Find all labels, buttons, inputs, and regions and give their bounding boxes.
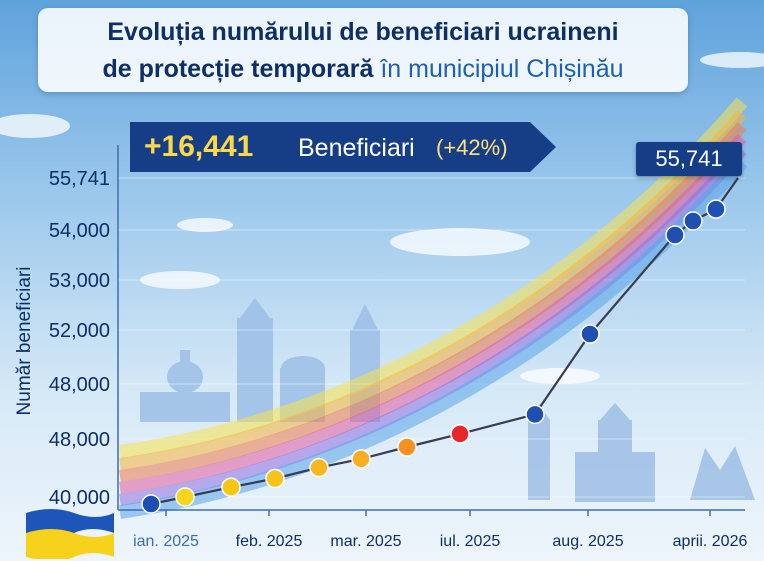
increase-banner: +16,441 Beneficiari (+42%) — [130, 122, 556, 172]
ribbon-band — [119, 134, 747, 494]
y-tick-label: 52,000 — [49, 320, 110, 342]
x-tick-labels: ian. 2025 feb. 2025 mar. 2025 iul. 2025 aug.… — [133, 510, 747, 550]
data-point — [221, 477, 241, 497]
chart-title-line2-bold: de protecție temporară — [102, 55, 374, 83]
data-point — [665, 225, 685, 245]
title-banner: Evoluția numărului de beneficiari ucrain… — [38, 8, 688, 92]
increase-percent: (+42%) — [436, 135, 508, 160]
ribbon-band — [119, 146, 747, 506]
x-tick-label: ian. 2025 — [133, 533, 199, 550]
y-tick-labels: 40,000 48,000 48,000 52,000 53,000 54,000 55,7… — [49, 168, 110, 509]
ribbon-band — [119, 97, 748, 459]
y-axis-label: Număr beneficiari — [14, 266, 35, 416]
y-tick-label: 54,000 — [49, 220, 110, 242]
ribbon-band — [119, 110, 747, 470]
x-tick-label: aprii. 2026 — [673, 533, 748, 550]
y-tick-label: 48,000 — [49, 429, 110, 451]
y-tick-label: 48,000 — [49, 374, 110, 396]
data-point — [265, 468, 285, 489]
x-tick-label: mar. 2025 — [330, 533, 401, 550]
data-point — [141, 494, 161, 514]
chart-title-line2: de protecție temporară în municipiul Chi… — [38, 55, 688, 84]
x-tick-label: aug. 2025 — [552, 533, 623, 550]
ribbon-band — [119, 122, 747, 482]
increase-value: +16,441 — [144, 130, 254, 163]
y-tick-label: 53,000 — [49, 270, 110, 292]
y-tick-label: 55,741 — [49, 168, 110, 190]
data-point — [706, 199, 726, 219]
x-tick-label: iul. 2025 — [440, 533, 501, 550]
final-value-label: 55,741 — [636, 142, 742, 176]
data-point — [309, 457, 329, 478]
chart-title-line1: Evoluția numărului de beneficiari ucrain… — [107, 18, 619, 46]
data-points — [141, 199, 726, 514]
data-point — [580, 324, 600, 344]
rainbow-ribbon-decoration — [119, 97, 748, 519]
data-point — [450, 424, 470, 444]
chart-title-line2-rest: în municipiul Chișinău — [380, 55, 624, 83]
x-tick-label: feb. 2025 — [236, 533, 303, 550]
data-point — [525, 404, 545, 425]
increase-banner-shape — [130, 122, 556, 172]
data-point — [351, 449, 371, 469]
y-tick-label: 40,000 — [49, 487, 110, 509]
ribbon-band — [119, 157, 748, 519]
increase-label: Beneficiari — [298, 134, 415, 162]
ukraine-flag-icon — [26, 509, 114, 559]
data-point — [175, 487, 195, 507]
data-point — [397, 437, 417, 457]
data-point — [683, 211, 703, 231]
